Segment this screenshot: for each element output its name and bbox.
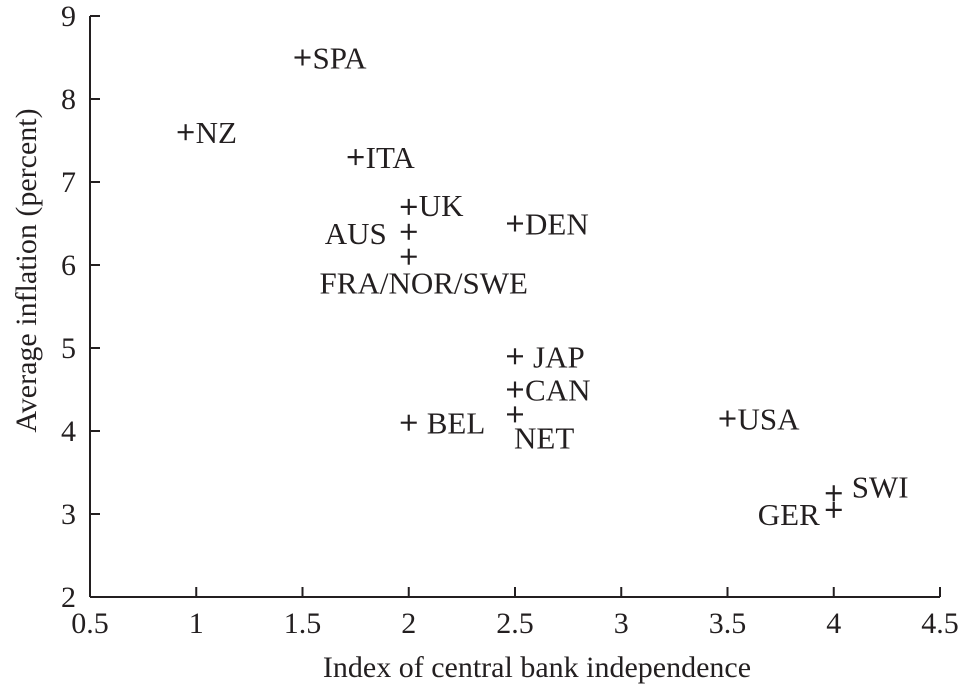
point-label: BEL — [427, 406, 486, 441]
data-point: SPA — [294, 41, 368, 76]
x-tick-label: 4.5 — [921, 607, 959, 640]
data-point: SWI — [825, 469, 909, 504]
data-point: USA — [719, 402, 801, 437]
x-tick-label: 3.5 — [709, 607, 747, 640]
data-point: CAN — [507, 373, 590, 408]
point-label: SPA — [313, 41, 368, 76]
y-tick-label: 8 — [61, 83, 76, 116]
data-point: ITA — [347, 140, 416, 175]
y-axis-title: Average inflation (percent) — [10, 108, 43, 432]
x-tick-label: 4 — [826, 607, 841, 640]
y-tick-label: 4 — [61, 415, 76, 448]
x-tick-label: 2.5 — [496, 607, 534, 640]
y-tick-label: 6 — [61, 249, 76, 282]
x-tick-label: 2 — [401, 607, 416, 640]
data-point: BEL — [400, 406, 486, 441]
y-tick-label: 9 — [61, 0, 76, 33]
x-tick-label: 3 — [614, 607, 629, 640]
point-label: JAP — [533, 339, 585, 374]
y-ticks: 2 3 4 5 6 7 8 9 — [61, 0, 100, 614]
point-label: NET — [514, 420, 574, 455]
data-point: GER — [758, 497, 842, 532]
y-tick-label: 3 — [61, 498, 76, 531]
point-label: ITA — [366, 140, 416, 175]
point-label: NZ — [196, 115, 237, 150]
point-label: CAN — [525, 373, 590, 408]
point-label: SWI — [852, 469, 909, 504]
data-point: FRA/NOR/SWE — [320, 248, 528, 301]
y-tick-label: 2 — [61, 581, 76, 614]
data-point: DEN — [507, 207, 589, 242]
data-point: NZ — [177, 115, 237, 150]
point-label: USA — [738, 402, 801, 437]
x-axis-title: Index of central bank independence — [323, 651, 751, 684]
point-label: FRA/NOR/SWE — [320, 266, 528, 301]
x-tick-label: 1 — [189, 607, 204, 640]
point-label: UK — [419, 188, 464, 223]
x-tick-label: 0.5 — [71, 607, 109, 640]
data-point: JAP — [507, 339, 585, 374]
point-label: GER — [758, 497, 820, 532]
x-tick-label: 1.5 — [284, 607, 322, 640]
point-label: AUS — [325, 216, 387, 251]
y-tick-label: 7 — [61, 166, 76, 199]
data-point: NET — [507, 406, 574, 455]
data-point: UK — [400, 188, 464, 223]
y-tick-label: 5 — [61, 332, 76, 365]
data-point: AUS — [325, 216, 417, 251]
x-ticks: 0.5 1 1.5 2 2.5 3 3.5 4 4.5 — [71, 587, 959, 640]
point-label: DEN — [525, 207, 589, 242]
